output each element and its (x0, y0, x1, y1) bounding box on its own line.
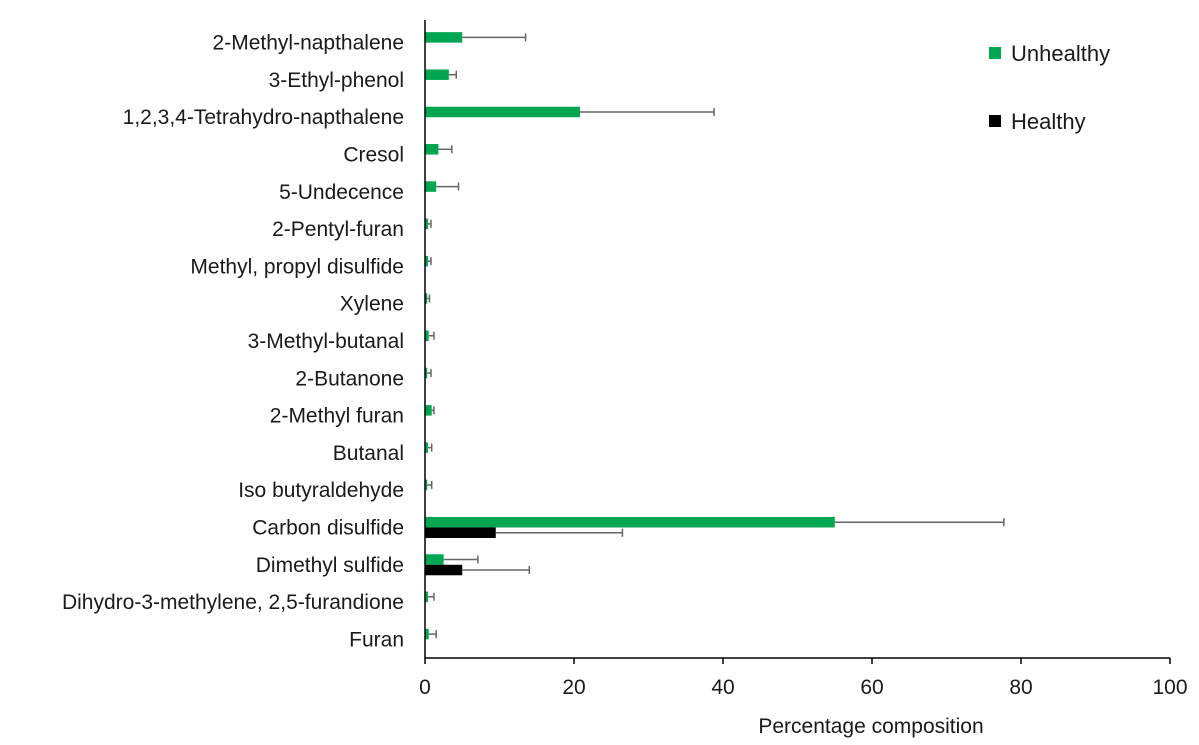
error-bars (427, 33, 1005, 639)
category-label: 2-Pentyl-furan (272, 218, 404, 241)
bar-healthy-carbon-disulfide (425, 527, 496, 538)
category-label: Dimethyl sulfide (256, 554, 404, 577)
bar-unhealthy-3-methyl-butanal (425, 330, 429, 341)
legend-label-healthy: Healthy (1011, 109, 1086, 134)
category-label: Methyl, propyl disulfide (190, 255, 404, 278)
category-label: Iso butyraldehyde (238, 479, 404, 502)
category-label: 5-Undecence (279, 181, 404, 204)
bar-unhealthy-methyl-propyl-disulfide (425, 255, 428, 267)
x-tick-label: 20 (562, 676, 585, 699)
x-ticks: 0 20 40 60 80 100 (419, 658, 1188, 699)
x-tick-label: 0 (419, 676, 431, 699)
category-label: 1,2,3,4-Tetrahydro-napthalene (123, 106, 404, 129)
x-tick-label: 60 (860, 676, 883, 699)
chart-marks (425, 32, 835, 640)
legend: Unhealthy Healthy (989, 41, 1110, 134)
bar-unhealthy-butanal (425, 442, 428, 453)
bar-unhealthy-2-methyl-furan (425, 405, 432, 416)
category-label: Dihydro-3-methylene, 2,5-furandione (62, 591, 404, 614)
bar-unhealthy-2-methyl-napthalene (425, 32, 463, 43)
category-label: Butanal (333, 442, 404, 465)
bar-unhealthy-carbon-disulfide (425, 516, 835, 528)
bar-unhealthy-5-undecence (425, 181, 437, 192)
bar-unhealthy-furan (425, 628, 429, 640)
bar-unhealthy-dimethyl-sulfide (425, 554, 444, 565)
bar-unhealthy-2-butanone (425, 367, 428, 379)
x-axis-title: Percentage composition (758, 715, 983, 738)
legend-swatch-unhealthy (989, 47, 1001, 59)
x-axis: 0 20 40 60 80 100 (419, 657, 1188, 699)
bar-unhealthy-xylene (425, 293, 428, 304)
category-label: 3-Methyl-butanal (248, 330, 404, 353)
bar-healthy-dimethyl-sulfide (425, 564, 463, 576)
bar-unhealthy-1-2-3-4-tetrahydro-napthalene (425, 106, 580, 118)
category-label: 2-Methyl-napthalene (213, 32, 404, 55)
category-labels: 2-Methyl-napthalene 3-Ethyl-phenol 1,2,3,4… (62, 32, 404, 652)
bar-unhealthy-iso-butyraldehyde (425, 479, 428, 491)
category-label: 2-Methyl furan (270, 405, 404, 428)
category-label: Xylene (340, 293, 404, 316)
category-label: 2-Butanone (295, 367, 404, 390)
category-label: Cresol (343, 144, 404, 167)
bar-unhealthy-cresol (425, 144, 439, 155)
category-label: 3-Ethyl-phenol (269, 69, 404, 92)
category-label: Furan (349, 628, 404, 651)
bar-unhealthy-2-pentyl-furan (425, 218, 428, 230)
x-tick-label: 100 (1152, 676, 1187, 699)
bar-unhealthy-dihydro-3-methylene-2-5-furandione (425, 591, 428, 603)
x-tick-label: 80 (1009, 676, 1032, 699)
x-tick-label: 40 (711, 676, 734, 699)
category-label: Carbon disulfide (252, 516, 404, 539)
legend-swatch-healthy (989, 115, 1001, 127)
bar-unhealthy-3-ethyl-phenol (425, 69, 449, 80)
legend-label-unhealthy: Unhealthy (1011, 41, 1110, 66)
